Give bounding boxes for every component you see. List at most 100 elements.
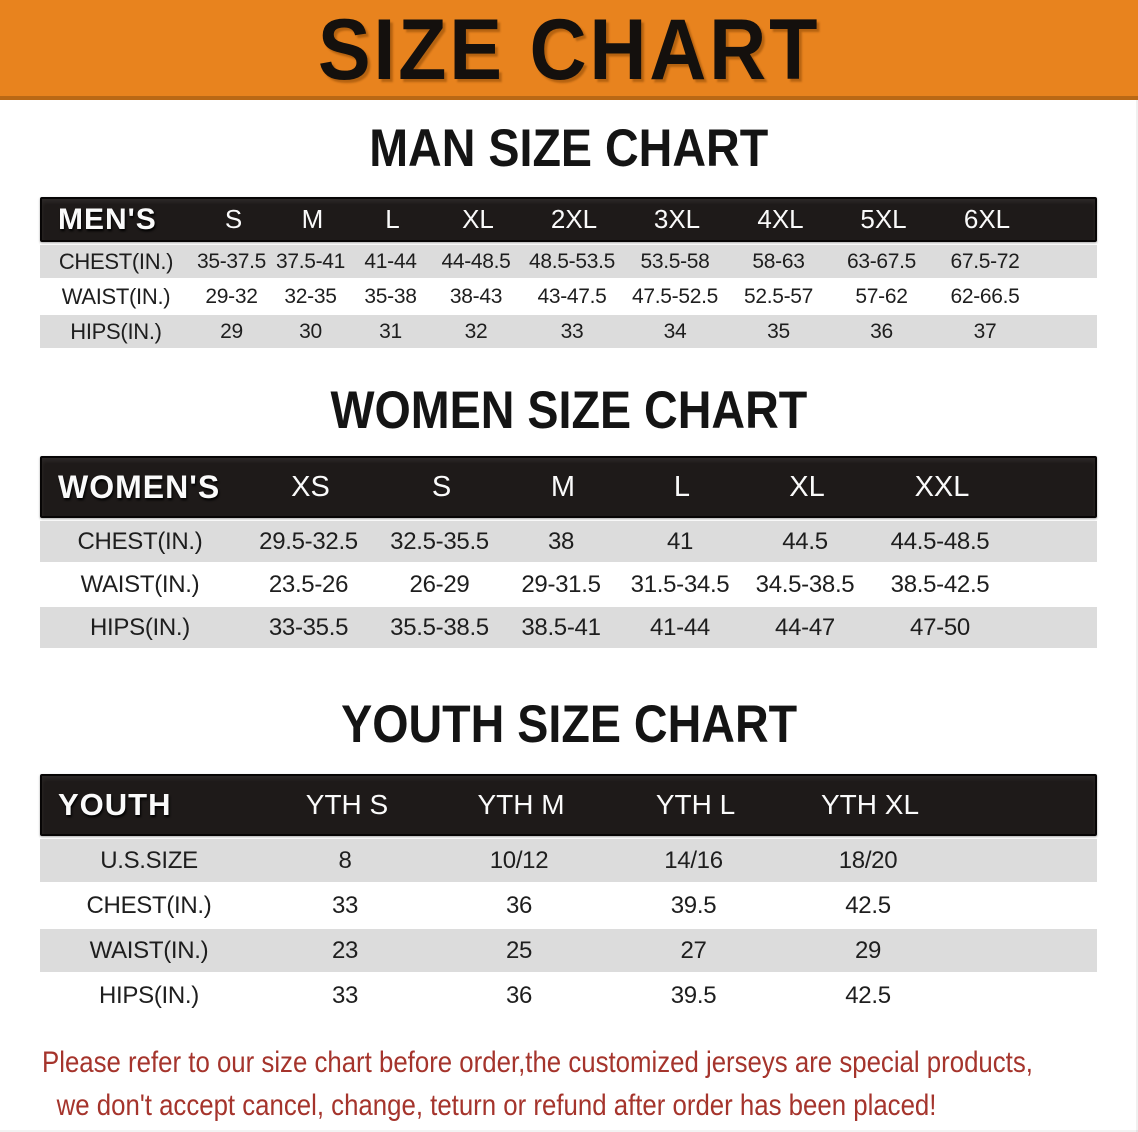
youth-table-header: YOUTH YTH S YTH M YTH L YTH XL (40, 774, 1097, 836)
value-cell: 52.5-57 (743, 284, 814, 308)
value-cell: 33 (331, 891, 359, 919)
value-cell: 41-44 (364, 249, 417, 273)
value-cell: 43-47.5 (537, 284, 607, 308)
size-header-cell: M (550, 470, 576, 503)
value-cell: 39.5 (670, 981, 717, 1009)
banner: SIZE CHART (0, 0, 1138, 100)
value-cell: 23.5-26 (268, 570, 349, 598)
value-cell: 33 (331, 981, 359, 1009)
value-cell: 39.5 (670, 891, 717, 919)
youth-section-title-text: YOUTH SIZE CHART (340, 695, 798, 754)
size-header-cell: YTH L (655, 789, 736, 820)
women-table-header: WOMEN'S XS S M L XL XXL (40, 456, 1097, 518)
value-cell: 41-44 (650, 613, 710, 641)
value-cell: 63-67.5 (846, 249, 917, 273)
value-cell: 38-43 (449, 284, 503, 308)
value-cell: 35.5-38.5 (390, 613, 489, 641)
size-header-cell: 6XL (963, 204, 1011, 234)
value-cell: 35-38 (364, 284, 417, 308)
value-cell: 37 (973, 319, 997, 343)
men-table-rows: CHEST(IN.) 35-37.5 37.5-41 41-44 44-48.5… (40, 245, 1097, 348)
table-row: WAIST(IN.) 23.5-26 26-29 29-31.5 31.5-34… (40, 564, 1097, 605)
value-cell: 67.5-72 (950, 249, 1020, 273)
value-cell: 36 (505, 891, 533, 919)
value-cell: 42.5 (845, 891, 891, 919)
value-cell: 25 (505, 936, 533, 964)
value-cell: 27 (680, 936, 707, 964)
women-section-title: WOMEN SIZE CHART (0, 384, 1138, 437)
youth-table-rows: U.S.SIZE 8 10/12 14/16 18/20 CHEST(IN.) … (40, 839, 1097, 1017)
table-row: WAIST(IN.) 23 25 27 29 (40, 929, 1097, 972)
row-label-cell: HIPS(IN.) (90, 613, 190, 641)
row-label-cell: U.S.SIZE (100, 846, 198, 874)
disclaimer-line-1: Please refer to our size chart before or… (42, 1046, 1033, 1079)
value-cell: 44-47 (775, 613, 835, 641)
size-header-cell: YTH M (477, 789, 565, 820)
value-cell: 29 (854, 936, 882, 964)
value-cell: 26-29 (409, 570, 470, 598)
row-label-cell: CHEST(IN.) (77, 527, 203, 555)
size-header-cell: YTH S (305, 789, 389, 820)
value-cell: 57-62 (855, 284, 908, 308)
youth-corner-label: YOUTH (58, 787, 172, 822)
size-header-cell: 4XL (757, 204, 804, 234)
value-cell: 33 (560, 319, 584, 343)
table-row: WAIST(IN.) 29-32 32-35 35-38 38-43 43-47… (40, 280, 1097, 313)
value-cell: 44.5 (782, 527, 828, 555)
youth-section-title: YOUTH SIZE CHART (0, 698, 1138, 751)
value-cell: 14/16 (664, 846, 723, 874)
row-label-cell: HIPS(IN.) (99, 981, 199, 1009)
row-label-cell: WAIST(IN.) (80, 570, 200, 598)
value-cell: 44.5-48.5 (890, 527, 990, 555)
row-label-cell: WAIST(IN.) (89, 936, 209, 964)
value-cell: 38.5-41 (521, 613, 601, 641)
size-header-cell: XL (789, 470, 825, 503)
value-cell: 58-63 (752, 249, 805, 273)
table-row: CHEST(IN.) 35-37.5 37.5-41 41-44 44-48.5… (40, 245, 1097, 278)
table-row: U.S.SIZE 8 10/12 14/16 18/20 (40, 839, 1097, 882)
size-header-cell: XL (462, 204, 494, 234)
value-cell: 29 (220, 319, 243, 343)
size-header-cell: 2XL (550, 204, 598, 234)
row-label-cell: HIPS(IN.) (70, 318, 162, 344)
value-cell: 47-50 (910, 613, 970, 641)
value-cell: 32.5-35.5 (390, 527, 489, 555)
size-header-cell: S (431, 470, 452, 503)
men-corner-label: MEN'S (58, 202, 157, 236)
size-header-cell: XXL (914, 470, 970, 503)
value-cell: 10/12 (489, 846, 549, 874)
value-cell: 34 (663, 319, 687, 343)
size-header-cell: 5XL (860, 204, 907, 234)
men-section-title-text: MAN SIZE CHART (369, 119, 769, 178)
value-cell: 48.5-53.5 (528, 249, 616, 273)
value-cell: 41 (666, 527, 694, 555)
value-cell: 30 (299, 319, 322, 343)
women-table-rows: CHEST(IN.) 29.5-32.5 32.5-35.5 38 41 44.… (40, 521, 1097, 648)
value-cell: 38 (547, 527, 575, 555)
value-cell: 37.5-41 (275, 249, 346, 273)
value-cell: 33-35.5 (268, 613, 349, 641)
table-row: HIPS(IN.) 33 36 39.5 42.5 (40, 974, 1097, 1017)
row-label-cell: CHEST(IN.) (58, 248, 174, 274)
size-header-cell: L (385, 204, 400, 234)
value-cell: 36 (870, 319, 893, 343)
size-header-cell: M (301, 204, 324, 234)
women-size-section: WOMEN SIZE CHART WOMEN'S XS S M L XL XXL… (0, 384, 1138, 648)
value-cell: 32 (464, 319, 488, 343)
value-cell: 38.5-42.5 (890, 570, 990, 598)
youth-size-section: YOUTH SIZE CHART YOUTH YTH S YTH M YTH L… (0, 698, 1138, 1017)
women-section-title-text: WOMEN SIZE CHART (330, 381, 808, 440)
value-cell: 8 (338, 846, 352, 874)
men-section-title: MAN SIZE CHART (0, 122, 1138, 175)
women-size-table: WOMEN'S XS S M L XL XXL CHEST(IN.) 29.5-… (40, 456, 1097, 648)
value-cell: 32-35 (284, 284, 337, 308)
disclaimer-line-2: we don't accept cancel, change, teturn o… (56, 1089, 937, 1122)
size-header-cell: XS (291, 470, 330, 503)
value-cell: 62-66.5 (950, 284, 1020, 308)
table-row: CHEST(IN.) 33 36 39.5 42.5 (40, 884, 1097, 927)
value-cell: 44-48.5 (441, 249, 511, 273)
value-cell: 29-31.5 (521, 570, 601, 598)
women-corner-label: WOMEN'S (58, 468, 221, 505)
table-row: CHEST(IN.) 29.5-32.5 32.5-35.5 38 41 44.… (40, 521, 1097, 562)
